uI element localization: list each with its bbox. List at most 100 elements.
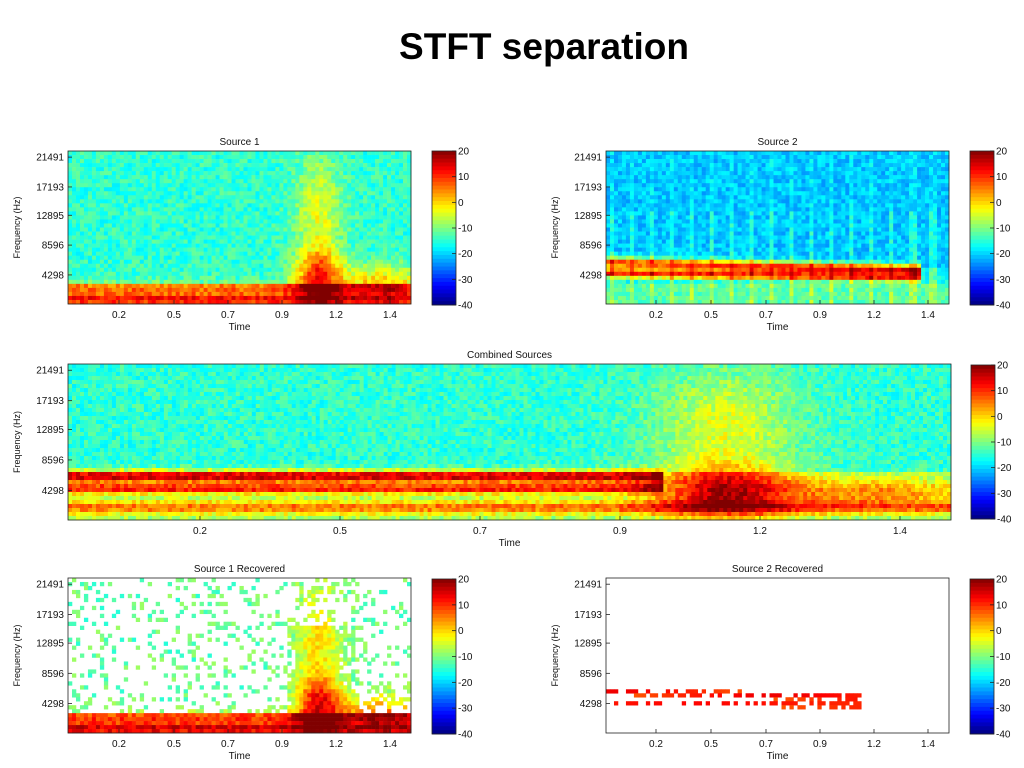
heatmap-cell <box>833 219 838 224</box>
heatmap-cell <box>665 199 671 204</box>
heatmap-cell <box>103 163 109 168</box>
heatmap-cell <box>95 239 101 244</box>
heatmap-cell <box>183 207 188 212</box>
heatmap-cell <box>705 163 710 168</box>
heatmap-cell <box>235 279 240 285</box>
heatmap-cell <box>913 159 918 164</box>
heatmap-cell <box>275 183 280 188</box>
heatmap-cell <box>259 287 264 293</box>
heatmap-cell <box>171 203 176 208</box>
heatmap-cell <box>263 151 268 156</box>
heatmap-cell <box>789 155 794 160</box>
heatmap-cell <box>347 227 352 232</box>
heatmap-cell <box>127 163 133 168</box>
heatmap-cell <box>937 151 942 156</box>
heatmap-cell <box>677 191 683 196</box>
heatmap-cell <box>107 203 113 208</box>
heatmap-cell <box>187 219 192 224</box>
heatmap-cell <box>135 159 141 164</box>
heatmap-cell <box>929 155 934 160</box>
heatmap-cell <box>809 187 814 192</box>
heatmap-cell <box>837 215 842 220</box>
heatmap-cell <box>111 243 117 248</box>
heatmap-cell <box>223 163 228 168</box>
heatmap-cell <box>637 207 643 212</box>
heatmap-cell <box>295 223 300 228</box>
heatmap-cell <box>805 179 810 184</box>
heatmap-cell <box>171 227 176 232</box>
heatmap-cell <box>83 267 89 273</box>
heatmap-cell <box>111 279 117 285</box>
heatmap-cell <box>805 159 810 164</box>
heatmap-cell <box>287 235 292 240</box>
heatmap-cell <box>199 299 204 305</box>
heatmap-cell <box>99 179 105 184</box>
heatmap-cell <box>219 167 224 172</box>
heatmap-cell <box>75 263 81 269</box>
heatmap-cell <box>665 167 671 172</box>
heatmap-cell <box>275 235 280 240</box>
heatmap-cell <box>251 155 256 160</box>
heatmap-cell <box>387 279 392 285</box>
heatmap-cell <box>159 199 165 204</box>
heatmap-cell <box>677 207 683 212</box>
heatmap-cell <box>307 159 312 164</box>
heatmap-cell <box>107 251 113 256</box>
heatmap-cell <box>781 151 786 156</box>
heatmap-cell <box>199 175 204 180</box>
heatmap-cell <box>167 299 172 305</box>
heatmap-cell <box>729 187 734 192</box>
heatmap-cell <box>75 291 81 297</box>
heatmap-cell <box>725 175 730 180</box>
heatmap-cell <box>79 231 85 236</box>
heatmap-cell <box>255 279 260 285</box>
heatmap-cell <box>689 187 695 192</box>
heatmap-cell <box>399 163 404 168</box>
heatmap-cell <box>235 243 240 248</box>
heatmap-cell <box>131 267 137 273</box>
heatmap-cell <box>817 163 822 168</box>
heatmap-cell <box>745 203 750 208</box>
heatmap-cell <box>307 171 312 176</box>
heatmap-cell <box>131 175 137 180</box>
heatmap-cell <box>255 299 260 305</box>
heatmap-cell <box>929 151 934 156</box>
heatmap-cell <box>235 199 240 204</box>
heatmap-cell <box>905 171 910 176</box>
heatmap-cell <box>179 251 184 256</box>
heatmap-cell <box>171 263 176 269</box>
heatmap-cell <box>183 203 188 208</box>
heatmap-cell <box>227 263 232 269</box>
heatmap-cell <box>235 267 240 273</box>
heatmap-cell <box>399 227 404 232</box>
heatmap-cell <box>789 179 794 184</box>
heatmap-cell <box>355 191 360 196</box>
heatmap-cell <box>391 199 396 204</box>
heatmap-cell <box>689 171 695 176</box>
heatmap-cell <box>303 295 308 301</box>
heatmap-cell <box>119 159 125 164</box>
heatmap-cell <box>135 255 141 261</box>
heatmap-cell <box>123 235 129 240</box>
heatmap-cell <box>913 203 918 208</box>
heatmap-cell <box>733 219 738 224</box>
heatmap-cell <box>219 287 224 293</box>
heatmap-cell <box>327 195 332 200</box>
heatmap-cell <box>709 183 714 188</box>
heatmap-cell <box>279 159 284 164</box>
heatmap-cell <box>183 211 188 216</box>
heatmap-cell <box>347 203 352 208</box>
heatmap-cell <box>861 219 866 224</box>
heatmap-cell <box>283 231 288 236</box>
heatmap-cell <box>119 283 125 289</box>
heatmap-cell <box>151 243 157 248</box>
heatmap-cell <box>355 283 360 289</box>
heatmap-cell <box>817 183 822 188</box>
heatmap-cell <box>805 203 810 208</box>
heatmap-cell <box>331 299 336 305</box>
heatmap-cell <box>223 239 228 244</box>
heatmap-cell <box>111 299 117 305</box>
heatmap-cell <box>159 211 165 216</box>
heatmap-cell <box>83 215 89 220</box>
heatmap-cell <box>653 199 659 204</box>
